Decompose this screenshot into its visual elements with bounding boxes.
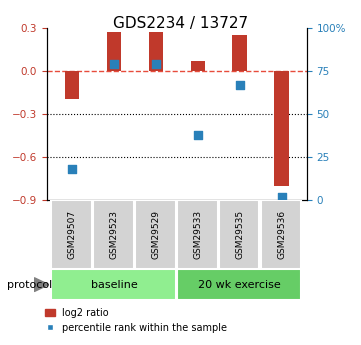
Bar (149, 32, 163, 71)
Bar (191, 61, 205, 71)
Point (111, 61, 117, 67)
Text: GSM29536: GSM29536 (277, 210, 286, 259)
Text: GDS2234 / 13727: GDS2234 / 13727 (113, 16, 248, 30)
Text: protocol: protocol (7, 280, 52, 289)
Legend: log2 ratio, percentile rank within the sample: log2 ratio, percentile rank within the s… (41, 304, 231, 337)
Text: GSM29535: GSM29535 (235, 210, 244, 259)
FancyBboxPatch shape (93, 200, 134, 269)
Point (237, 82, 243, 87)
Point (195, 132, 201, 137)
FancyBboxPatch shape (51, 269, 176, 300)
Text: GSM29523: GSM29523 (109, 210, 118, 259)
Text: 20 wk exercise: 20 wk exercise (199, 280, 281, 289)
FancyBboxPatch shape (177, 269, 301, 300)
Bar (274, 71, 289, 186)
Text: GSM29533: GSM29533 (193, 210, 203, 259)
Bar (232, 35, 247, 71)
Text: GSM29507: GSM29507 (68, 210, 77, 259)
FancyBboxPatch shape (135, 200, 176, 269)
FancyBboxPatch shape (177, 200, 218, 269)
FancyBboxPatch shape (261, 200, 301, 269)
Text: GSM29529: GSM29529 (151, 210, 160, 259)
FancyBboxPatch shape (219, 200, 260, 269)
Text: baseline: baseline (91, 280, 138, 289)
FancyBboxPatch shape (51, 200, 92, 269)
Point (69, 166, 75, 172)
Bar (106, 32, 121, 71)
Point (279, 194, 284, 199)
Point (153, 61, 159, 67)
Bar (65, 71, 79, 99)
Polygon shape (34, 278, 49, 292)
